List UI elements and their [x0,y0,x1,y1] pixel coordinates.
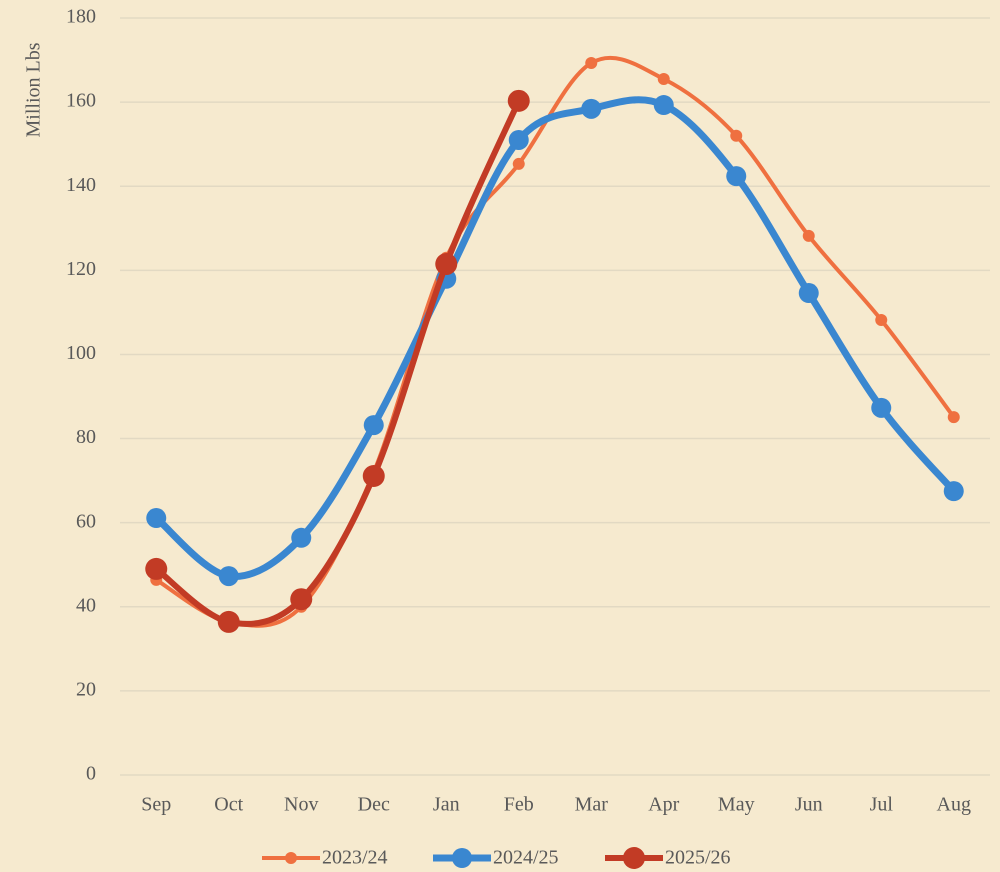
x-tick-label: May [718,794,755,816]
data-point [726,166,747,187]
x-tick-label: Dec [358,794,390,816]
data-point [218,566,239,587]
y-tick-label: 100 [66,342,96,364]
data-point [145,557,168,580]
x-tick-label: Oct [214,794,243,816]
data-point [947,411,960,424]
legend-label: 2025/26 [665,847,731,869]
data-point [507,89,530,112]
x-tick-label: Jun [795,794,823,816]
y-axis-label: Million Lbs [23,42,45,137]
legend-marker [623,847,645,869]
x-tick-label: Apr [648,794,679,816]
x-tick-label: Sep [141,794,171,816]
x-tick-label: Nov [284,794,318,816]
y-tick-label: 120 [66,258,96,280]
data-point [363,415,384,436]
data-point [802,229,815,242]
data-point [875,313,888,326]
legend-marker [285,852,297,864]
data-point [798,283,819,304]
y-tick-label: 80 [76,426,96,448]
legend-label: 2023/24 [322,847,388,869]
data-point [730,129,743,142]
data-point [653,95,674,116]
y-tick-label: 20 [76,678,96,700]
data-point [943,481,964,502]
data-point [217,610,240,633]
y-tick-label: 140 [66,174,96,196]
data-point [435,253,458,276]
x-tick-label: Mar [575,794,609,816]
legend-marker [452,848,472,868]
y-tick-label: 0 [86,763,96,785]
data-point [362,464,385,487]
data-point [508,129,529,150]
data-point [585,56,598,69]
x-tick-label: Aug [937,794,971,816]
x-tick-label: Feb [504,794,534,816]
y-tick-label: 40 [76,594,96,616]
legend-label: 2024/25 [493,847,559,869]
data-point [290,588,313,611]
data-point [871,397,892,418]
data-point [291,527,312,548]
data-point [581,98,602,119]
data-point [146,508,167,529]
data-point [512,157,525,170]
x-tick-label: Jul [870,794,894,816]
y-tick-label: 160 [66,90,96,112]
y-tick-label: 60 [76,510,96,532]
y-tick-label: 180 [66,6,96,28]
x-tick-label: Jan [433,794,460,816]
data-point [657,72,670,85]
